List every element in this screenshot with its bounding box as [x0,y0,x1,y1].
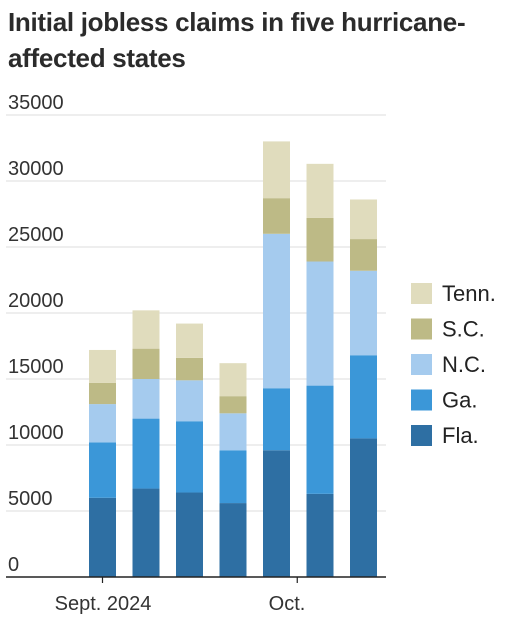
legend-swatch [411,425,432,446]
y-tick-label: 5000 [8,488,53,510]
bar-segment-tenn [132,310,160,349]
bar-segment-fla [263,450,290,577]
legend-swatch [411,354,432,375]
bar-segment-sc [263,198,290,234]
legend-label: Fla. [442,423,479,448]
bar-segment-fla [219,503,247,577]
legend-swatch [411,389,432,411]
y-tick-label: 30000 [8,158,64,180]
bar-segment-sc [219,396,247,414]
bar-segment-sc [176,357,203,381]
legend-swatch [411,283,432,304]
bar-segment-tenn [176,323,203,358]
legend: Tenn. S.C. N.C. Ga. Fla. [411,281,496,448]
legend-label: N.C. [442,352,486,377]
bar-segment-nc [89,404,116,443]
axis-layer: 0 5000 10000 15000 20000 25000 30000 35000 Sept.… [6,92,386,615]
legend-label: S.C. [442,317,485,342]
bar-segment-sc [132,348,160,379]
bar-segment-sc [89,382,116,405]
bar-segment-nc [132,379,160,419]
bar-segment-fla [176,492,203,577]
bar-segment-sc [306,217,334,262]
legend-swatch [411,318,432,340]
bar-segment-tenn [350,199,377,240]
bar-segment-nc [350,270,377,356]
y-tick-label: 35000 [8,92,64,114]
y-tick-label: 15000 [8,356,64,378]
y-tick-label: 10000 [8,422,64,444]
bar-segment-nc [306,261,334,386]
bar-segment-nc [219,413,247,451]
x-tick-label: Oct. [269,593,306,615]
bar-segment-ga [263,388,290,451]
y-tick-label: 25000 [8,224,64,246]
bar-segment-nc [176,380,203,422]
bar-layer [89,141,377,577]
bar-segment-sc [350,239,377,271]
bar-segment-tenn [263,141,290,199]
bar-segment-ga [350,355,377,439]
bar-segment-ga [219,450,247,504]
bar-segment-ga [176,421,203,493]
bar-segment-tenn [306,163,334,218]
bar-segment-tenn [89,349,116,383]
bar-segment-nc [263,233,290,389]
bar-segment-fla [306,493,334,577]
bar-segment-ga [89,442,116,498]
chart-title: Initial jobless claims in five hurricane… [8,7,466,73]
bar-segment-fla [89,497,116,577]
legend-label: Tenn. [442,281,496,306]
bar-segment-ga [132,418,160,489]
legend-label: Ga. [442,388,477,413]
bar-segment-tenn [219,363,247,397]
y-tick-label: 20000 [8,290,64,312]
y-tick-label: 0 [8,554,19,576]
bar-segment-ga [306,385,334,494]
bar-segment-fla [132,488,160,577]
bar-segment-fla [350,438,377,577]
x-tick-label: Sept. 2024 [55,593,152,615]
